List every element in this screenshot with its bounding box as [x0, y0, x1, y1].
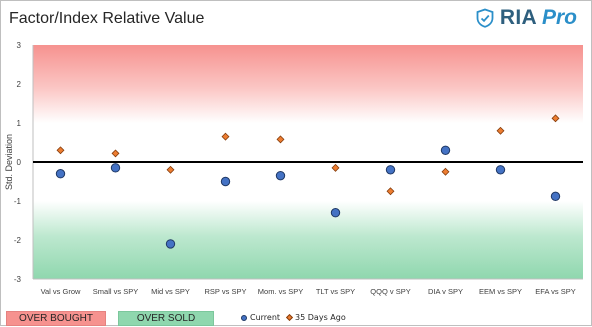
shield-icon [476, 8, 494, 28]
overbought-zone [33, 45, 583, 123]
current-point [495, 165, 506, 175]
current-point [110, 163, 121, 173]
y-tick-label: 1 [17, 119, 22, 128]
ago-point [386, 187, 395, 196]
zones-layer [33, 45, 583, 279]
marks-layer [55, 114, 561, 249]
oversold-legend-box: OVER SOLD [118, 311, 214, 326]
ago-point [56, 146, 65, 155]
y-tick-label: 2 [17, 80, 22, 89]
current-point [330, 208, 341, 218]
y-tick-label: -1 [14, 197, 22, 206]
ago-point [496, 126, 505, 135]
ago-point [331, 163, 340, 172]
series-legend: Current 35 Days Ago [241, 313, 346, 322]
y-tick-label: 3 [17, 41, 22, 50]
ago-point [276, 135, 285, 144]
brand-logo: RIA Pro [475, 6, 577, 30]
x-tick-label: EEM vs SPY [479, 287, 522, 296]
ago-legend-marker [286, 313, 294, 322]
current-point [550, 191, 561, 202]
legend-row: OVER BOUGHT OVER SOLD Current 35 Days Ag… [6, 311, 591, 327]
axis-layer: 3 2 1 0 -1 -2 -3 Std. Deviation Val vs Grow Small… [4, 41, 583, 296]
current-point [55, 169, 66, 179]
oversold-zone [33, 201, 583, 279]
x-tick-label: Small vs SPY [93, 287, 138, 296]
x-tick-label: Val vs Grow [41, 287, 81, 296]
y-tick-label: -3 [14, 275, 22, 284]
x-tick-label: EFA vs SPY [535, 287, 575, 296]
current-legend-label: Current [250, 313, 281, 322]
current-point [220, 176, 231, 187]
current-point [275, 170, 286, 181]
x-tick-label: DIA v SPY [428, 287, 463, 296]
scatter-chart: 3 2 1 0 -1 -2 -3 Std. Deviation Val vs Grow Small… [4, 41, 583, 296]
chart-title: Factor/Index Relative Value [9, 10, 205, 27]
current-point [165, 239, 176, 249]
brand-name: RIA [499, 6, 537, 29]
ago-point [111, 149, 120, 158]
ago-point [551, 114, 560, 123]
overbought-legend-box: OVER BOUGHT [6, 311, 106, 326]
y-axis-title: Std. Deviation [4, 134, 14, 190]
x-tick-label: RSP vs SPY [205, 287, 247, 296]
y-tick-label: 0 [17, 158, 22, 167]
x-tick-label: QQQ v SPY [370, 287, 410, 296]
current-legend-marker [241, 314, 247, 321]
brand-accent: Pro [541, 6, 577, 29]
ago-point [221, 132, 230, 141]
y-tick-label: -2 [14, 236, 22, 245]
x-tick-label: TLT vs SPY [316, 287, 355, 296]
x-tick-label: Mid vs SPY [151, 287, 190, 296]
current-point [440, 145, 451, 156]
ago-point [441, 167, 450, 176]
x-tick-label: Mom. vs SPY [258, 287, 303, 296]
ago-legend-label: 35 Days Ago [295, 313, 346, 322]
current-point [385, 165, 396, 175]
ago-point [166, 165, 175, 174]
